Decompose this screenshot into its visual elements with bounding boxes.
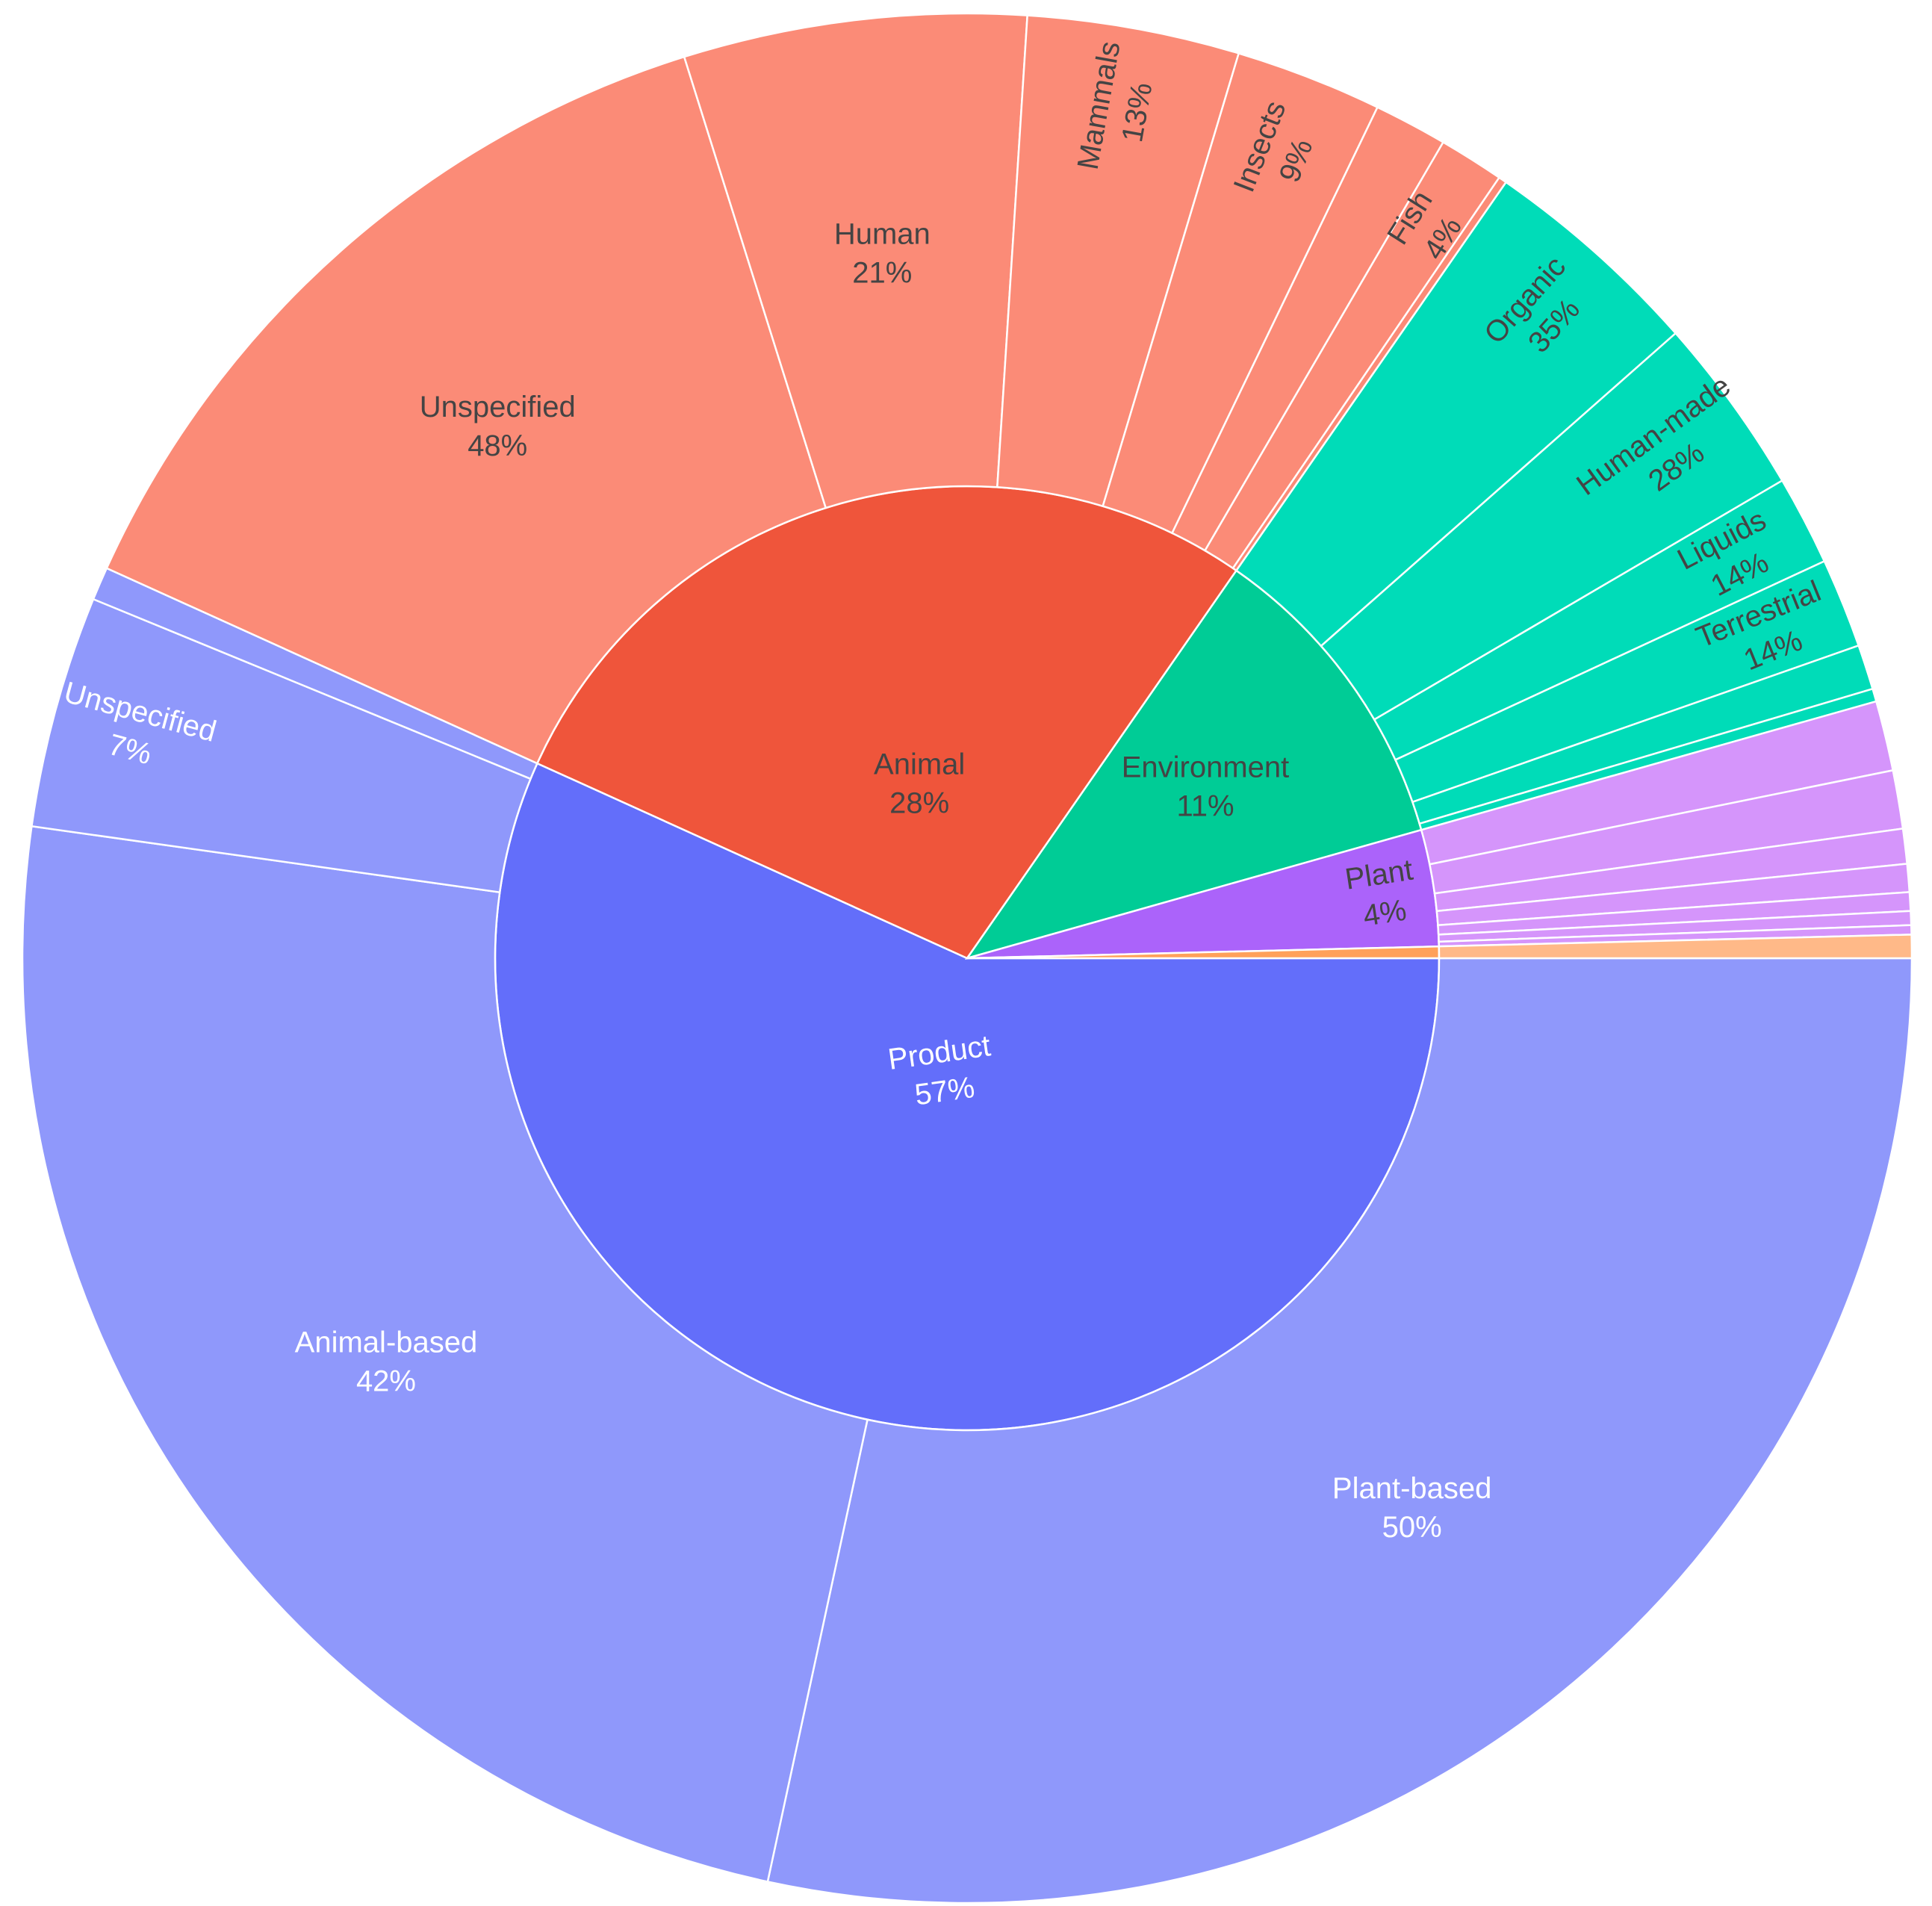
sector-unlabeled-unlabeled — [1438, 934, 1913, 960]
sector-product-animal-based — [21, 825, 869, 1883]
label-animal: Animal 28% — [874, 748, 965, 819]
label-animal-unspecified: Unspecified 48% — [420, 390, 576, 462]
label-animal-human: Human 21% — [834, 217, 931, 289]
sector-animal-unspecified — [105, 55, 827, 765]
sector-product-plant-based — [766, 957, 1913, 1905]
label-environment: Environment 11% — [1122, 751, 1290, 822]
label-product-plant-based: Plant-based 50% — [1332, 1472, 1491, 1544]
label-product-animal-based: Animal-based 42% — [295, 1326, 478, 1397]
